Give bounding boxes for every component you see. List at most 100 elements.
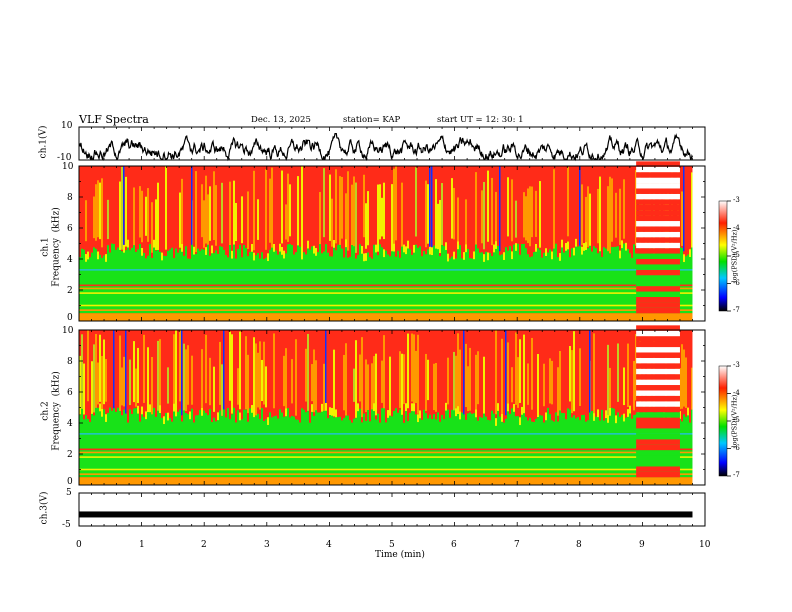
spec-mid-edge (147, 404, 149, 413)
spec-streak (457, 333, 459, 412)
spec-line (79, 456, 693, 458)
spec2-ytick-10: 10 (62, 326, 74, 336)
spec-mid-edge (101, 408, 103, 417)
spec-line (79, 468, 693, 471)
spec-streak (351, 184, 353, 251)
spec-mid-edge (373, 403, 375, 412)
spec-streak (255, 343, 257, 417)
spec-mid-edge (437, 241, 439, 250)
spec-mid-edge (355, 410, 357, 418)
spec-mid-edge (281, 246, 283, 255)
spec-streak (93, 196, 95, 239)
spec-mid-band (123, 409, 125, 478)
spec-mid-band (401, 246, 403, 314)
spec-mid-band (249, 251, 251, 314)
ch3-wave-ytick-bottom: -5 (62, 520, 71, 530)
spec-mid-band (547, 407, 549, 478)
spec-streak (219, 341, 221, 405)
spec-mid-band (619, 416, 621, 478)
spec-mid-band (185, 413, 187, 478)
spec-mid-edge (251, 244, 253, 252)
spec-mid-edge (211, 245, 213, 254)
spec1-ytick-0: 0 (67, 313, 73, 323)
spec-mid-band (613, 408, 615, 478)
spec-mid-band (157, 410, 159, 478)
spec-mid-band (95, 407, 97, 478)
spec-streak (569, 345, 571, 402)
spec-mid-edge (627, 409, 629, 417)
spec-mid-edge (687, 407, 689, 416)
spec-mid-edge (239, 412, 241, 421)
spec-mid-band (473, 413, 475, 478)
spec-mid-band (381, 408, 383, 478)
spec-mid-band (109, 407, 111, 478)
spec-block-stripe (636, 363, 680, 369)
spec-mid-band (523, 243, 525, 314)
spec-streak (339, 176, 341, 253)
spec-dropout (181, 330, 183, 416)
spec-mid-band (615, 246, 617, 314)
spec-mid-edge (283, 250, 285, 259)
spec-mid-band (595, 247, 597, 314)
spec-streak (607, 344, 609, 416)
spec-mid-band (371, 409, 373, 478)
spec-mid-edge (683, 254, 685, 263)
spec-mid-band (95, 248, 97, 314)
spec-mid-band (121, 251, 123, 314)
spec-mid-band (583, 247, 585, 314)
cb2-tick-m6: -6 (733, 444, 740, 452)
spec-streak (487, 170, 489, 242)
spec-streak (581, 184, 583, 246)
spec-streak (99, 182, 101, 240)
spec-streak (259, 341, 261, 410)
spec-mid-band (231, 255, 233, 314)
spec-mid-band (573, 415, 575, 478)
spec-streak (319, 192, 321, 253)
spec-mid-band (635, 414, 637, 478)
spec-mid-band (471, 413, 473, 478)
spec-mid-band (587, 248, 589, 314)
spec-mid-edge (301, 251, 303, 260)
spec-mid-edge (519, 417, 521, 426)
spec-block-stripe (636, 215, 680, 222)
spec-streak (103, 339, 105, 405)
spec-mid-band (175, 413, 177, 478)
spec-mid-band (681, 247, 683, 314)
spec-mid-edge (87, 251, 89, 260)
spec-mid-band (533, 252, 535, 314)
spec-block-stripe (636, 352, 680, 358)
spec-streak (465, 199, 467, 250)
spec-mid-band (259, 418, 261, 478)
spec-block-stripe (636, 417, 680, 423)
spec-block-stripe (636, 357, 680, 364)
spec-block-stripe (636, 275, 680, 281)
spec-mid-band (381, 247, 383, 314)
spec-mid-band (591, 251, 593, 314)
cb1-tick-m3: -3 (733, 196, 740, 204)
spec1-ylabel: ch.1 Frequency (kHz) (40, 207, 62, 287)
spec-streak (81, 334, 83, 416)
spec-streak (151, 202, 153, 253)
spec-streak (571, 350, 573, 414)
spec-mid-band (627, 248, 629, 314)
spec-mid-band (521, 243, 523, 314)
spec-mid-band (433, 245, 435, 314)
spec-mid-band (601, 409, 603, 478)
spec-streak (377, 184, 379, 252)
spec-streak (315, 360, 317, 413)
spec-mid-edge (605, 410, 607, 419)
spec-line (79, 269, 693, 271)
spec-mid-band (375, 419, 377, 478)
spec-mid-band (129, 250, 131, 314)
xtick-8: 8 (576, 540, 582, 550)
spec-streak (435, 362, 437, 412)
spec-mid-band (147, 408, 149, 478)
spec-mid-band (313, 250, 315, 314)
spec-mid-band (585, 246, 587, 314)
spec-streak (567, 167, 569, 237)
spec-streak (167, 367, 169, 404)
spec-mid-band (201, 248, 203, 314)
spec-streak (209, 186, 211, 241)
spec-mid-band (689, 253, 691, 314)
spec-block-stripe (636, 172, 680, 178)
